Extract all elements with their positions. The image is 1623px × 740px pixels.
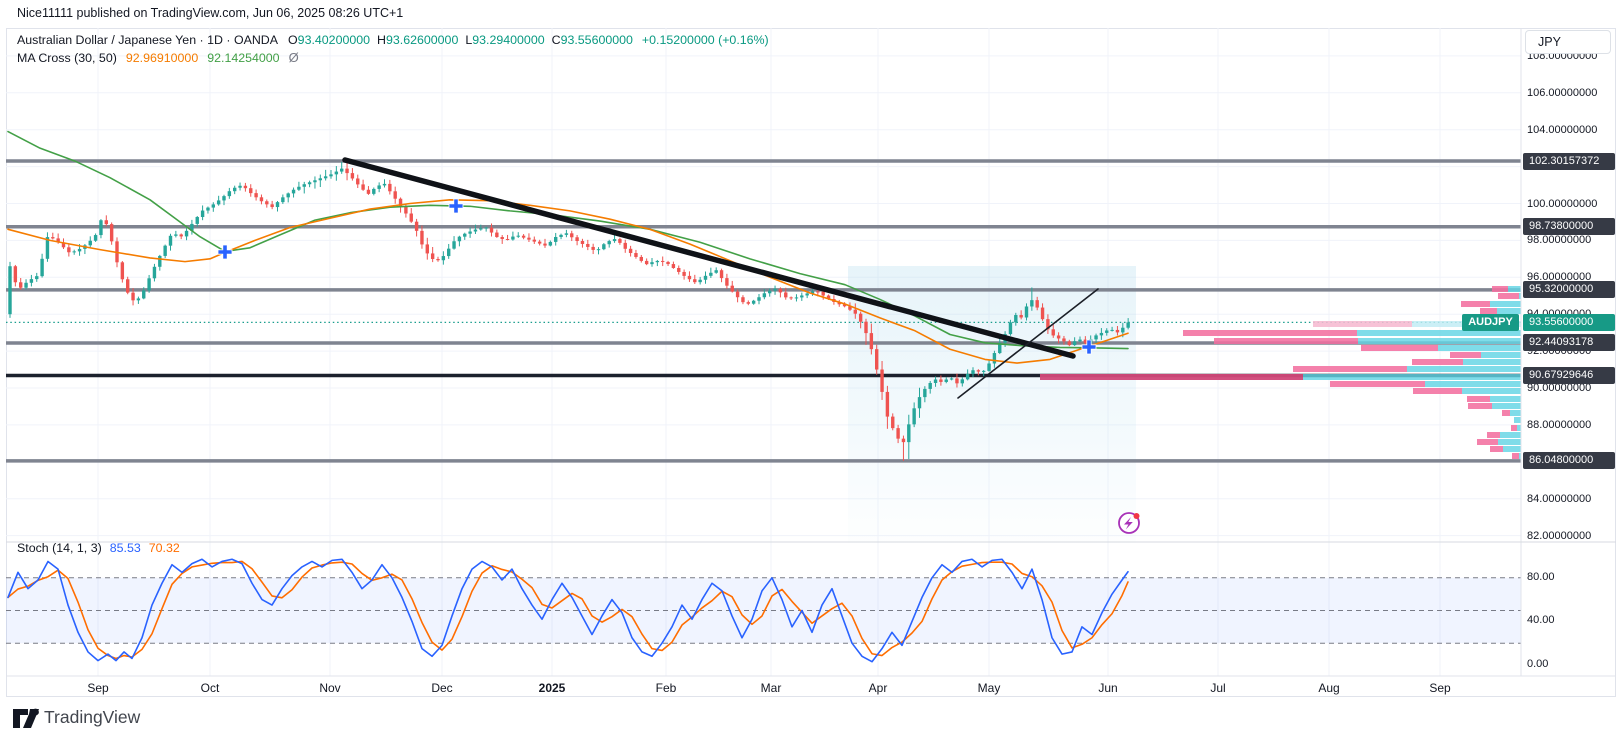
ma-value-2: 92.14254000 <box>207 51 280 65</box>
time-axis-label: May <box>977 681 1001 695</box>
price-tick: 88.00000000 <box>1527 418 1592 431</box>
price-level-label: 90.67929646 <box>1523 366 1615 384</box>
price-level-label: 98.73800000 <box>1523 218 1615 236</box>
muted-indicator-icon[interactable]: Ø <box>288 50 299 65</box>
volume-profile <box>1040 286 1521 459</box>
currency-button[interactable]: JPY <box>1525 30 1611 54</box>
ohlc-values: O93.40200000 H93.62600000 L93.29400000 C93.… <box>288 33 640 47</box>
price-tick: 100.00000000 <box>1527 197 1598 210</box>
stoch-d-line <box>7 560 1129 660</box>
highlight-zone <box>848 266 1136 543</box>
ma-cross-legend-row[interactable]: MA Cross (30, 50) 92.96910000 92.14254000 Ø <box>17 50 299 65</box>
trendline-1[interactable] <box>342 157 1076 359</box>
lightning-idea-icon[interactable] <box>1118 512 1140 534</box>
stoch-k-value: 85.53 <box>109 541 141 555</box>
ma-cross-markers <box>217 198 1097 355</box>
ma30-line <box>7 199 1129 364</box>
support-resistance-lines <box>6 159 1521 463</box>
stoch-legend-row[interactable]: Stoch (14, 1, 3) 85.53 70.32 <box>17 541 180 555</box>
ohlc-c: C93.55600000 <box>551 33 633 47</box>
time-axis-label: Jun <box>1098 681 1118 695</box>
stoch-title: Stoch (14, 1, 3) <box>17 541 102 555</box>
time-axis-label: Sep <box>87 681 109 695</box>
price-level-label: 86.04800000 <box>1523 452 1615 470</box>
current-symbol-tag: AUDJPY <box>1462 313 1519 331</box>
stoch-axis-label: 80.00 <box>1527 570 1555 583</box>
ohlc-o: O93.40200000 <box>288 33 371 47</box>
price-tick: 82.00000000 <box>1527 529 1592 542</box>
symbol-title: Australian Dollar / Japanese Yen · 1D · … <box>17 33 279 47</box>
time-axis-label: Dec <box>431 681 453 695</box>
chart-frame <box>6 28 1616 697</box>
ohlc-l: L93.29400000 <box>465 33 545 47</box>
stoch-axis-label: 40.00 <box>1527 614 1555 627</box>
price-change: +0.15200000 (+0.16%) <box>641 33 769 47</box>
trendline-2[interactable] <box>957 288 1099 399</box>
ma-value-1: 92.96910000 <box>125 51 199 65</box>
time-axis-label: Sep <box>1429 681 1451 695</box>
ma-cross-title: MA Cross (30, 50) <box>17 51 117 65</box>
price-tick: 98.00000000 <box>1527 234 1592 247</box>
time-axis-label: Nov <box>319 681 341 695</box>
stoch-axis-label: 0.00 <box>1527 658 1549 670</box>
publish-info: Nice11111 published on TradingView.com, … <box>17 6 404 20</box>
time-axis-label: Oct <box>200 681 220 695</box>
tradingview-brand-text[interactable]: TradingView <box>44 707 141 727</box>
price-tick: 84.00000000 <box>1527 492 1592 505</box>
price-tick: 106.00000000 <box>1527 86 1598 99</box>
price-level-label: 95.32000000 <box>1523 281 1615 299</box>
symbol-legend-row[interactable]: Australian Dollar / Japanese Yen · 1D · … <box>17 33 769 47</box>
tradingview-logo-icon[interactable] <box>12 707 40 731</box>
price-tick: 96.00000000 <box>1527 271 1592 284</box>
price-level-label: 102.30157372 <box>1523 152 1615 170</box>
ma50-line <box>7 130 1129 350</box>
price-tick: 90.00000000 <box>1527 382 1592 394</box>
current-price-label: 93.55600000 <box>1523 313 1615 331</box>
price-tick: 104.00000000 <box>1527 123 1598 136</box>
time-axis-label: Mar <box>760 681 782 695</box>
stoch-k-line <box>7 558 1129 663</box>
time-axis-label: 2025 <box>538 681 566 695</box>
time-axis-label: Jul <box>1210 681 1226 695</box>
time-axis-label: Feb <box>655 681 677 695</box>
price-level-label: 92.44093178 <box>1523 334 1615 352</box>
time-axis-label: Aug <box>1318 681 1340 695</box>
time-axis-label: Apr <box>868 681 888 695</box>
stoch-d-value: 70.32 <box>148 541 180 555</box>
ohlc-h: H93.62600000 <box>377 33 459 47</box>
